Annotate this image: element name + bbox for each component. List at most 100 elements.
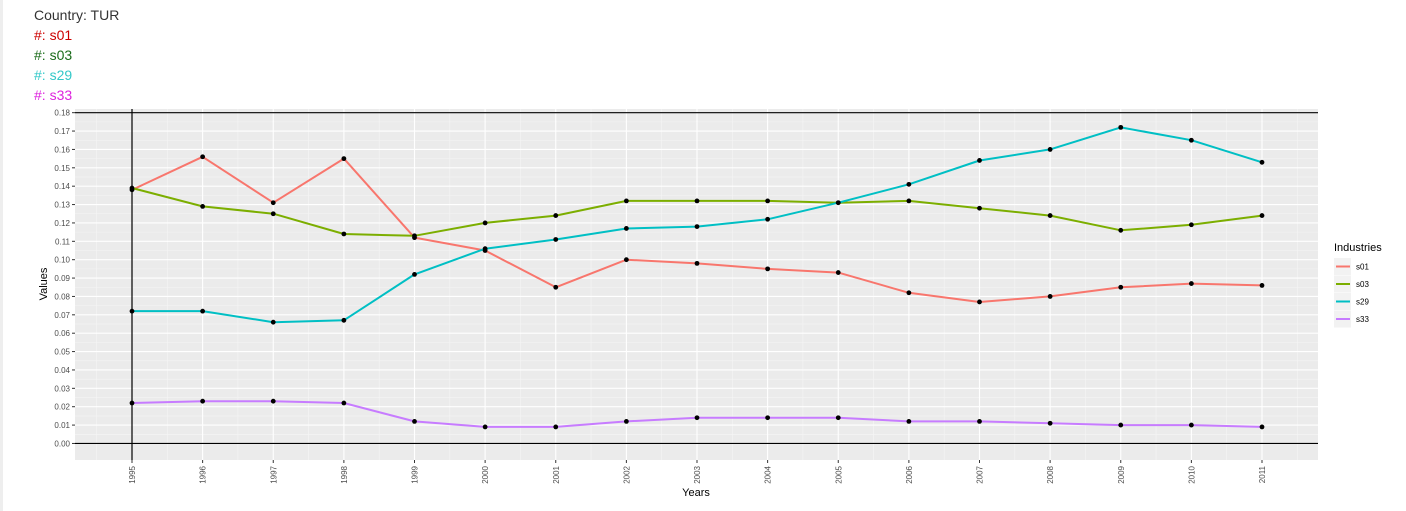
y-tick-label: 0.05 <box>54 348 70 357</box>
legend-title: Industries <box>1334 242 1382 254</box>
y-tick-label: 0.11 <box>55 237 71 246</box>
point-s33-2004 <box>765 415 771 421</box>
point-s29-2001 <box>553 237 559 242</box>
x-tick-label: 2007 <box>976 465 985 483</box>
point-s01-2004 <box>765 266 771 272</box>
point-s01-2010 <box>1188 281 1194 286</box>
x-axis: 1995 1996 1997 1998 1999 2000 2001 2002 2003 2004… <box>128 460 1267 484</box>
x-tick-label: 1996 <box>199 465 208 483</box>
point-s03-2010 <box>1188 222 1194 228</box>
y-tick-label: 0.02 <box>54 403 70 412</box>
x-tick-label: 2011 <box>1258 465 1267 483</box>
x-tick-label: 2005 <box>834 465 843 483</box>
y-tick-label: 0.08 <box>54 292 70 301</box>
point-s03-1999 <box>412 233 417 239</box>
point-s03-2007 <box>977 205 982 211</box>
x-tick-label: 2001 <box>552 465 561 483</box>
industry-label-s33: #: s33 <box>34 87 73 103</box>
series-points <box>129 124 1265 430</box>
legend-label-s29: s29 <box>1356 298 1369 307</box>
point-s29-1998 <box>341 317 347 323</box>
point-s03-2008 <box>1047 213 1053 218</box>
point-s33-1998 <box>341 400 347 406</box>
point-s33-2008 <box>1047 420 1053 426</box>
x-tick-label: 2000 <box>481 465 490 483</box>
point-s01-2005 <box>835 270 841 275</box>
point-s33-2003 <box>694 415 700 421</box>
point-s01-2006 <box>906 290 912 296</box>
point-s03-2006 <box>906 198 912 204</box>
point-s29-2003 <box>694 224 700 230</box>
point-s01-1996 <box>200 154 206 160</box>
point-s01-2002 <box>623 257 629 263</box>
point-s01-2007 <box>977 299 982 305</box>
point-s33-2001 <box>553 424 559 430</box>
y-tick-label: 0.12 <box>54 219 70 228</box>
y-tick-label: 0.04 <box>54 366 70 375</box>
page-left-border <box>0 0 3 511</box>
point-s03-2009 <box>1118 227 1124 233</box>
x-tick-label: 2004 <box>764 465 773 483</box>
point-s33-2007 <box>977 419 982 424</box>
industry-label-s03: #: s03 <box>34 47 73 63</box>
industry-label-s29: #: s29 <box>34 67 73 83</box>
x-tick-label: 1995 <box>128 465 137 483</box>
x-tick-label: 2002 <box>622 465 631 483</box>
point-s03-1995 <box>129 185 135 191</box>
point-s33-2006 <box>906 419 912 424</box>
point-s33-2002 <box>623 419 629 424</box>
point-s01-1997 <box>270 200 276 206</box>
point-s03-2011 <box>1259 213 1265 218</box>
point-s03-2002 <box>623 198 629 204</box>
y-tick-label: 0.14 <box>54 182 70 191</box>
x-tick-label: 2003 <box>693 465 702 483</box>
x-tick-label: 2010 <box>1187 465 1196 483</box>
point-s03-2003 <box>694 198 700 204</box>
point-s03-2001 <box>553 213 559 218</box>
point-s03-1996 <box>200 203 206 209</box>
x-tick-label: 2009 <box>1117 465 1126 483</box>
y-tick-label: 0.06 <box>54 329 70 338</box>
point-s33-1999 <box>412 419 417 424</box>
point-s33-1995 <box>129 400 135 406</box>
point-s01-2011 <box>1259 283 1265 288</box>
point-s33-2010 <box>1188 422 1194 428</box>
point-s33-2000 <box>482 424 488 430</box>
industry-label-s01: #: s01 <box>34 27 73 43</box>
point-s29-1996 <box>200 308 206 314</box>
y-tick-label: 0.18 <box>54 109 70 118</box>
point-s03-2004 <box>765 198 771 204</box>
point-s01-2008 <box>1047 294 1053 299</box>
point-s33-2009 <box>1118 422 1124 428</box>
y-tick-label: 0.07 <box>54 311 70 320</box>
point-s01-1998 <box>341 156 347 162</box>
point-s29-2010 <box>1188 137 1194 143</box>
y-tick-label: 0.00 <box>54 439 70 448</box>
y-tick-label: 0.10 <box>54 256 70 265</box>
point-s03-2000 <box>482 220 488 226</box>
y-tick-label: 0.16 <box>54 145 70 154</box>
legend-label-s03: s03 <box>1356 280 1369 289</box>
y-tick-label: 0.03 <box>54 384 70 393</box>
point-s29-2009 <box>1118 124 1124 130</box>
x-tick-label: 1999 <box>411 465 420 483</box>
point-s33-2005 <box>835 415 841 421</box>
point-s33-1997 <box>270 398 276 404</box>
y-tick-label: 0.01 <box>54 421 70 430</box>
x-tick-label: 2008 <box>1046 465 1055 483</box>
point-s33-1996 <box>200 398 206 404</box>
point-s29-2008 <box>1047 147 1053 152</box>
y-tick-label: 0.15 <box>54 164 70 173</box>
point-s29-2006 <box>906 181 912 187</box>
y-tick-label: 0.13 <box>54 201 70 210</box>
point-s29-2005 <box>835 200 841 206</box>
y-tick-label: 0.09 <box>54 274 70 283</box>
point-s29-2002 <box>623 226 629 231</box>
legend: Industries s01 s03 s29 s33 <box>1334 242 1382 328</box>
point-s01-2003 <box>694 260 700 266</box>
point-s29-1995 <box>129 308 135 314</box>
x-tick-label: 2006 <box>905 465 914 483</box>
legend-label-s01: s01 <box>1356 263 1369 272</box>
point-s29-1999 <box>412 271 417 277</box>
